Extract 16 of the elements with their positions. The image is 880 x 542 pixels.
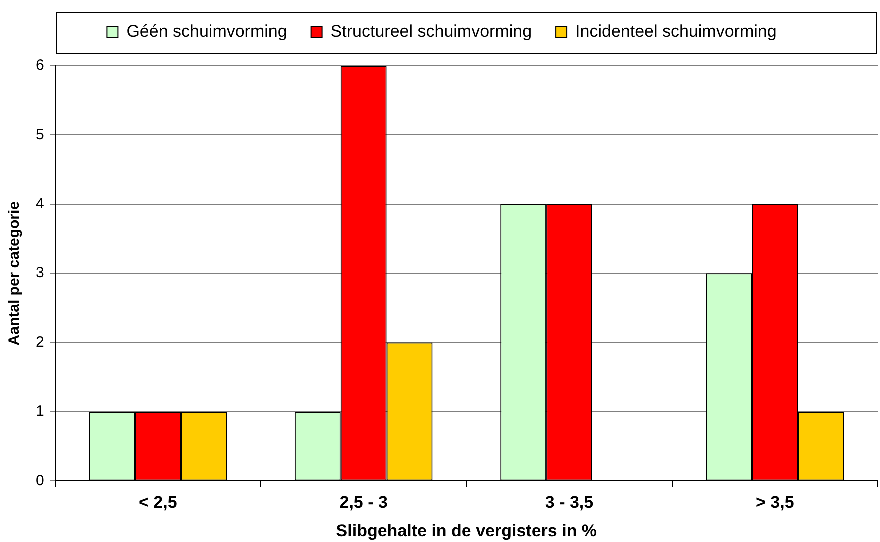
y-tick-label: 1 [36,403,44,420]
y-tick-label: 0 [36,472,44,490]
y-tick-label: 3 [36,264,44,282]
y-tick-label: 5 [36,126,44,144]
x-tick-label: 2,5 - 3 [340,493,388,512]
y-tick-label: 2 [36,334,44,351]
x-tick-label: < 2,5 [139,493,178,512]
x-tick-label: 3 - 3,5 [545,493,594,512]
x-axis-title: Slibgehalte in de vergisters in % [336,521,598,540]
y-axis-title: Aantal per categorie [6,201,24,346]
x-tick-label: > 3,5 [756,493,794,512]
legend-label: Incidenteel schuimvorming [576,22,777,42]
y-tick-label: 6 [36,57,44,74]
y-tick-label: 4 [36,196,44,213]
legend-label: Géén schuimvorming [126,22,288,42]
legend-label: Structureel schuimvorming [330,22,532,42]
